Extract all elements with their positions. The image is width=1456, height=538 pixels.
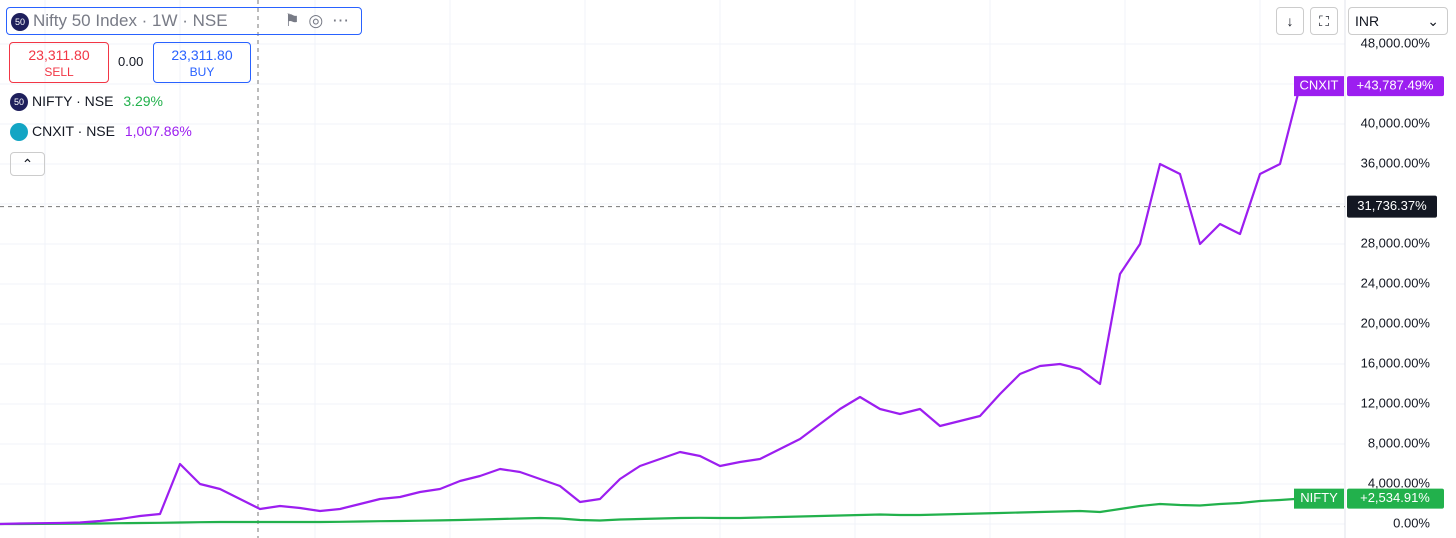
sell-button[interactable]: 23,311.80 SELL bbox=[9, 42, 109, 83]
symbol-title: Nifty 50 Index · 1W · NSE bbox=[33, 11, 228, 30]
sell-price: 23,311.80 bbox=[28, 47, 90, 63]
crosshair-label: 31,736.37% bbox=[1357, 198, 1427, 213]
header-icons[interactable]: ⚑ ◎ ⋯ bbox=[284, 11, 351, 30]
last-value-label: +2,534.91% bbox=[1360, 490, 1430, 505]
legend-icon bbox=[10, 123, 28, 142]
y-tick-label: 20,000.00% bbox=[1361, 315, 1431, 330]
download-button[interactable]: ↓ bbox=[1276, 7, 1304, 35]
y-tick-label: 40,000.00% bbox=[1361, 115, 1431, 130]
y-tick-label: 28,000.00% bbox=[1361, 235, 1431, 250]
currency: INR bbox=[1355, 13, 1380, 29]
y-tick-label: 8,000.00% bbox=[1368, 435, 1431, 450]
last-value-label: +43,787.49% bbox=[1357, 78, 1434, 93]
legend-badge: 50 bbox=[10, 93, 28, 112]
legend-change: 1,007.86% bbox=[124, 123, 192, 139]
sell-label: SELL bbox=[44, 65, 74, 79]
legend-name: NIFTY · NSE bbox=[32, 93, 114, 109]
symbol-header[interactable]: 50 Nifty 50 Index · 1W · NSE ⚑ ◎ ⋯ bbox=[6, 7, 362, 35]
y-tick-label: 0.00% bbox=[1393, 515, 1430, 530]
legend-change: 3.29% bbox=[123, 93, 164, 109]
legend-cnxit: CNXIT · NSE 1,007.86% bbox=[10, 123, 192, 142]
collapse-button[interactable]: ⌃ bbox=[10, 152, 45, 176]
last-value-bg bbox=[1347, 76, 1444, 97]
last-value-bg bbox=[1347, 488, 1444, 509]
y-tick-label: 48,000.00% bbox=[1361, 35, 1431, 50]
spread: 0.00 bbox=[118, 54, 144, 69]
series-line bbox=[0, 497, 1301, 526]
crosshair-label-bg bbox=[1347, 195, 1437, 218]
series-name-bg bbox=[1294, 76, 1344, 97]
y-tick-label: 12,000.00% bbox=[1361, 395, 1431, 410]
legend-name: CNXIT · NSE bbox=[32, 123, 115, 139]
y-tick-label: 36,000.00% bbox=[1361, 155, 1431, 170]
series-name-bg bbox=[1294, 488, 1344, 509]
series-name-tag: CNXIT bbox=[1300, 78, 1339, 93]
series-line bbox=[0, 85, 1302, 526]
y-tick-label: 4,000.00% bbox=[1368, 475, 1431, 490]
legend-nifty: 50 NIFTY · NSE 3.29% bbox=[10, 93, 164, 112]
y-tick-label: 24,000.00% bbox=[1361, 275, 1431, 290]
fullscreen-button[interactable]: ⛶ bbox=[1310, 7, 1338, 35]
y-tick-label: 16,000.00% bbox=[1361, 355, 1431, 370]
currency-select[interactable]: INR ⌄ bbox=[1348, 7, 1448, 35]
buy-price: 23,311.80 bbox=[171, 47, 233, 63]
buy-label: BUY bbox=[189, 65, 215, 79]
symbol-badge: 50 bbox=[11, 12, 29, 31]
buy-button[interactable]: 23,311.80 BUY bbox=[153, 42, 251, 83]
series-name-tag: NIFTY bbox=[1300, 490, 1338, 505]
